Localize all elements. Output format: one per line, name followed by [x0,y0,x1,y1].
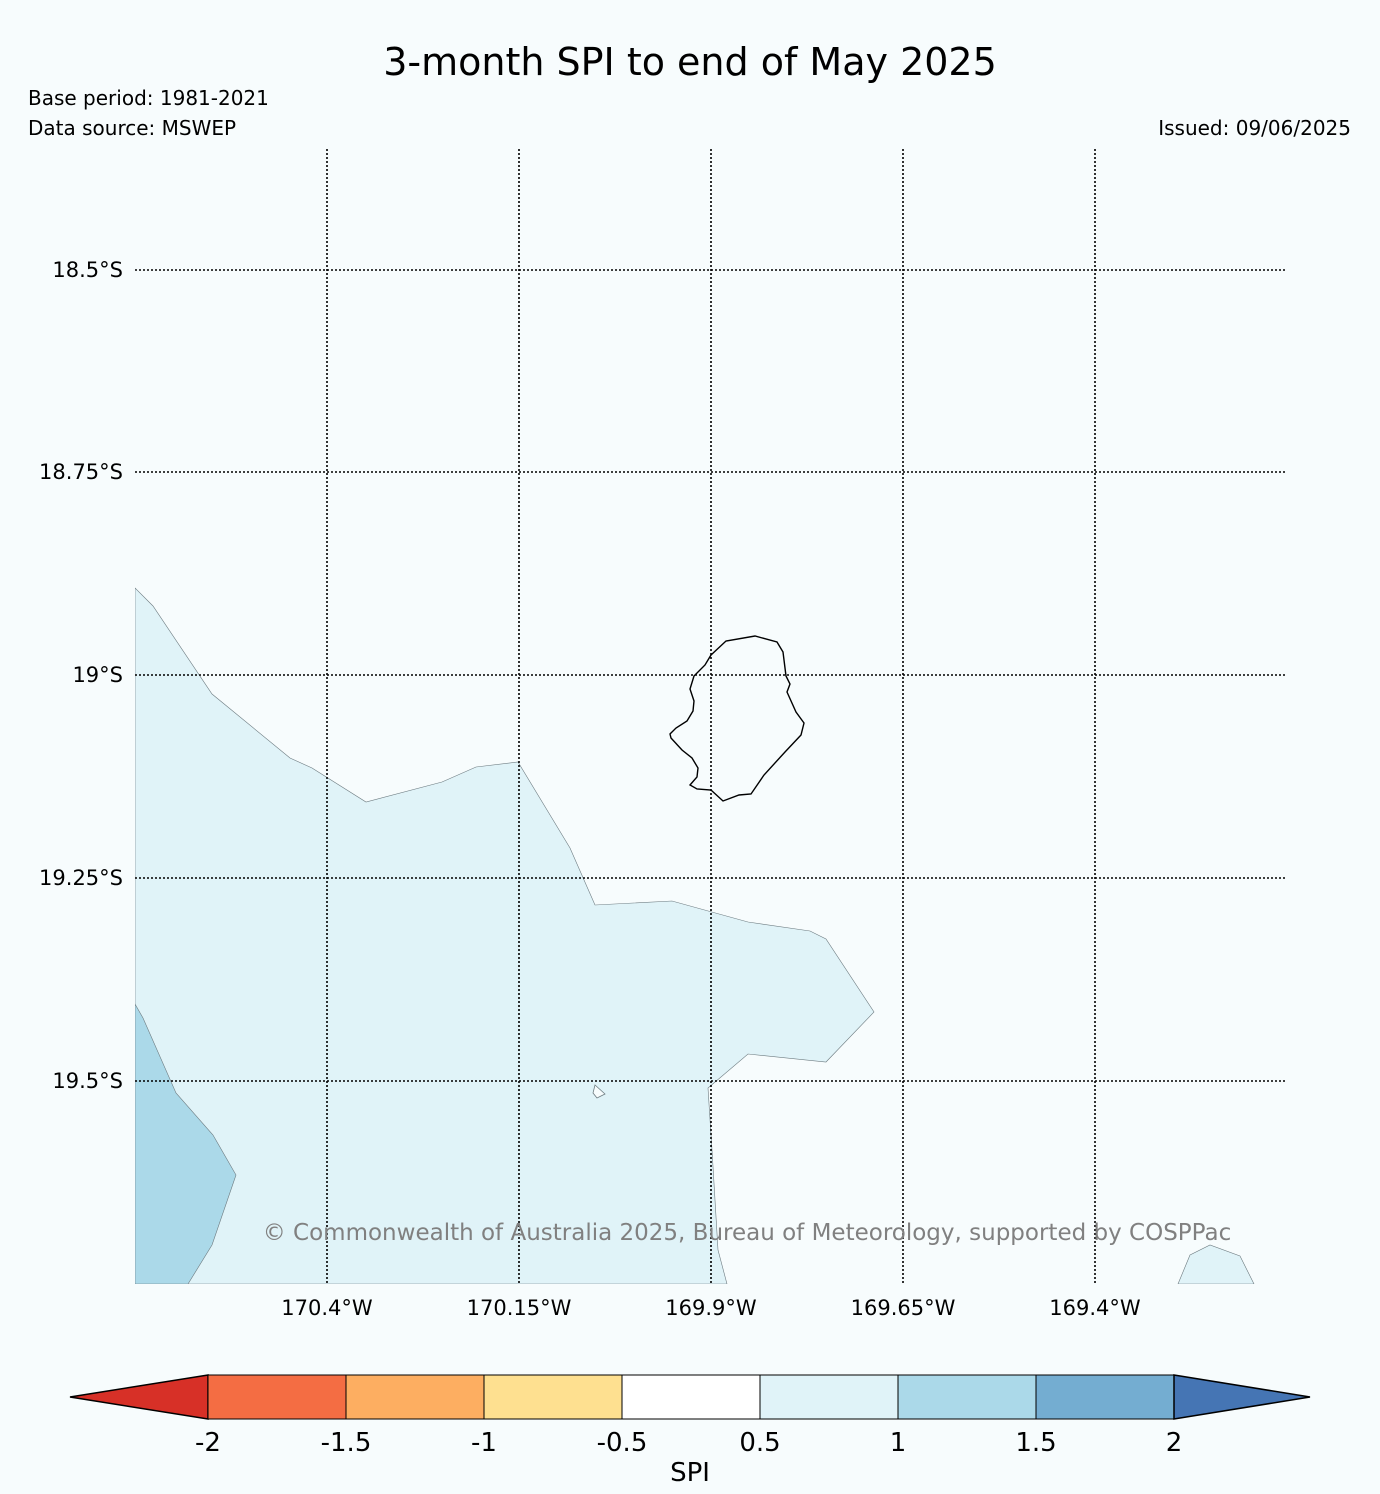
colorbar-segment-neg0-5-0-5 [621,1374,761,1420]
map-area: 18.5°S 18.75°S 19°S 19.25°S 19.5°S 170.4… [39,149,1286,1320]
colorbar-extend-high [1173,1374,1311,1420]
colorbar-tick-1-5: 1.5 [1015,1428,1056,1458]
colorbar-segment-neg1-5-neg1 [345,1374,485,1420]
spi-region-1-to-1-5 [135,1003,237,1284]
colorbar: -2 -1.5 -1 -0.5 0.5 1 1.5 2 SPI [69,1374,1311,1488]
spi-region-patch-southeast [1177,1244,1255,1284]
islet-outline [592,1084,606,1099]
data-source-label: Data source: MSWEP [28,116,236,140]
map-title: 3-month SPI to end of May 2025 [383,40,997,84]
spi-region-0-5-to-1 [135,587,875,1284]
lat-label-19: 19°S [72,663,123,687]
colorbar-tick-2: 2 [1166,1428,1183,1458]
gridlines [135,149,1286,1284]
colorbar-segment-neg1-neg0-5 [483,1374,623,1420]
lat-label-19-25: 19.25°S [39,866,123,890]
colorbar-tick-neg0-5: -0.5 [597,1428,648,1458]
base-period-label: Base period: 1981-2021 [28,86,269,110]
colorbar-tick-neg2: -2 [195,1428,221,1458]
colorbar-segment-1-1-5 [897,1374,1037,1420]
colorbar-tick-1: 1 [890,1428,907,1458]
colorbar-segment-0-5-1 [759,1374,899,1420]
lon-label-169-65: 169.65°W [851,1296,956,1320]
lon-label-170-15: 170.15°W [467,1296,572,1320]
lat-label-18-75: 18.75°S [39,460,123,484]
colorbar-tick-neg1-5: -1.5 [321,1428,372,1458]
lat-label-19-5: 19.5°S [52,1069,123,1093]
colorbar-tick-neg1: -1 [471,1428,497,1458]
lon-label-170-4: 170.4°W [281,1296,373,1320]
lon-label-169-4: 169.4°W [1049,1296,1141,1320]
copyright-text: © Commonwealth of Australia 2025, Bureau… [263,1220,1232,1246]
colorbar-label: SPI [670,1458,710,1488]
colorbar-segment-1-5-2 [1035,1374,1175,1420]
colorbar-segment-neg2-neg1-5 [207,1374,347,1420]
lon-label-169-9: 169.9°W [665,1296,757,1320]
issued-date-label: Issued: 09/06/2025 [1158,116,1351,140]
colorbar-extend-low [69,1374,209,1420]
colorbar-tick-0-5: 0.5 [739,1428,780,1458]
lat-label-18-5: 18.5°S [52,258,123,282]
island-coastline-niue [669,635,805,802]
